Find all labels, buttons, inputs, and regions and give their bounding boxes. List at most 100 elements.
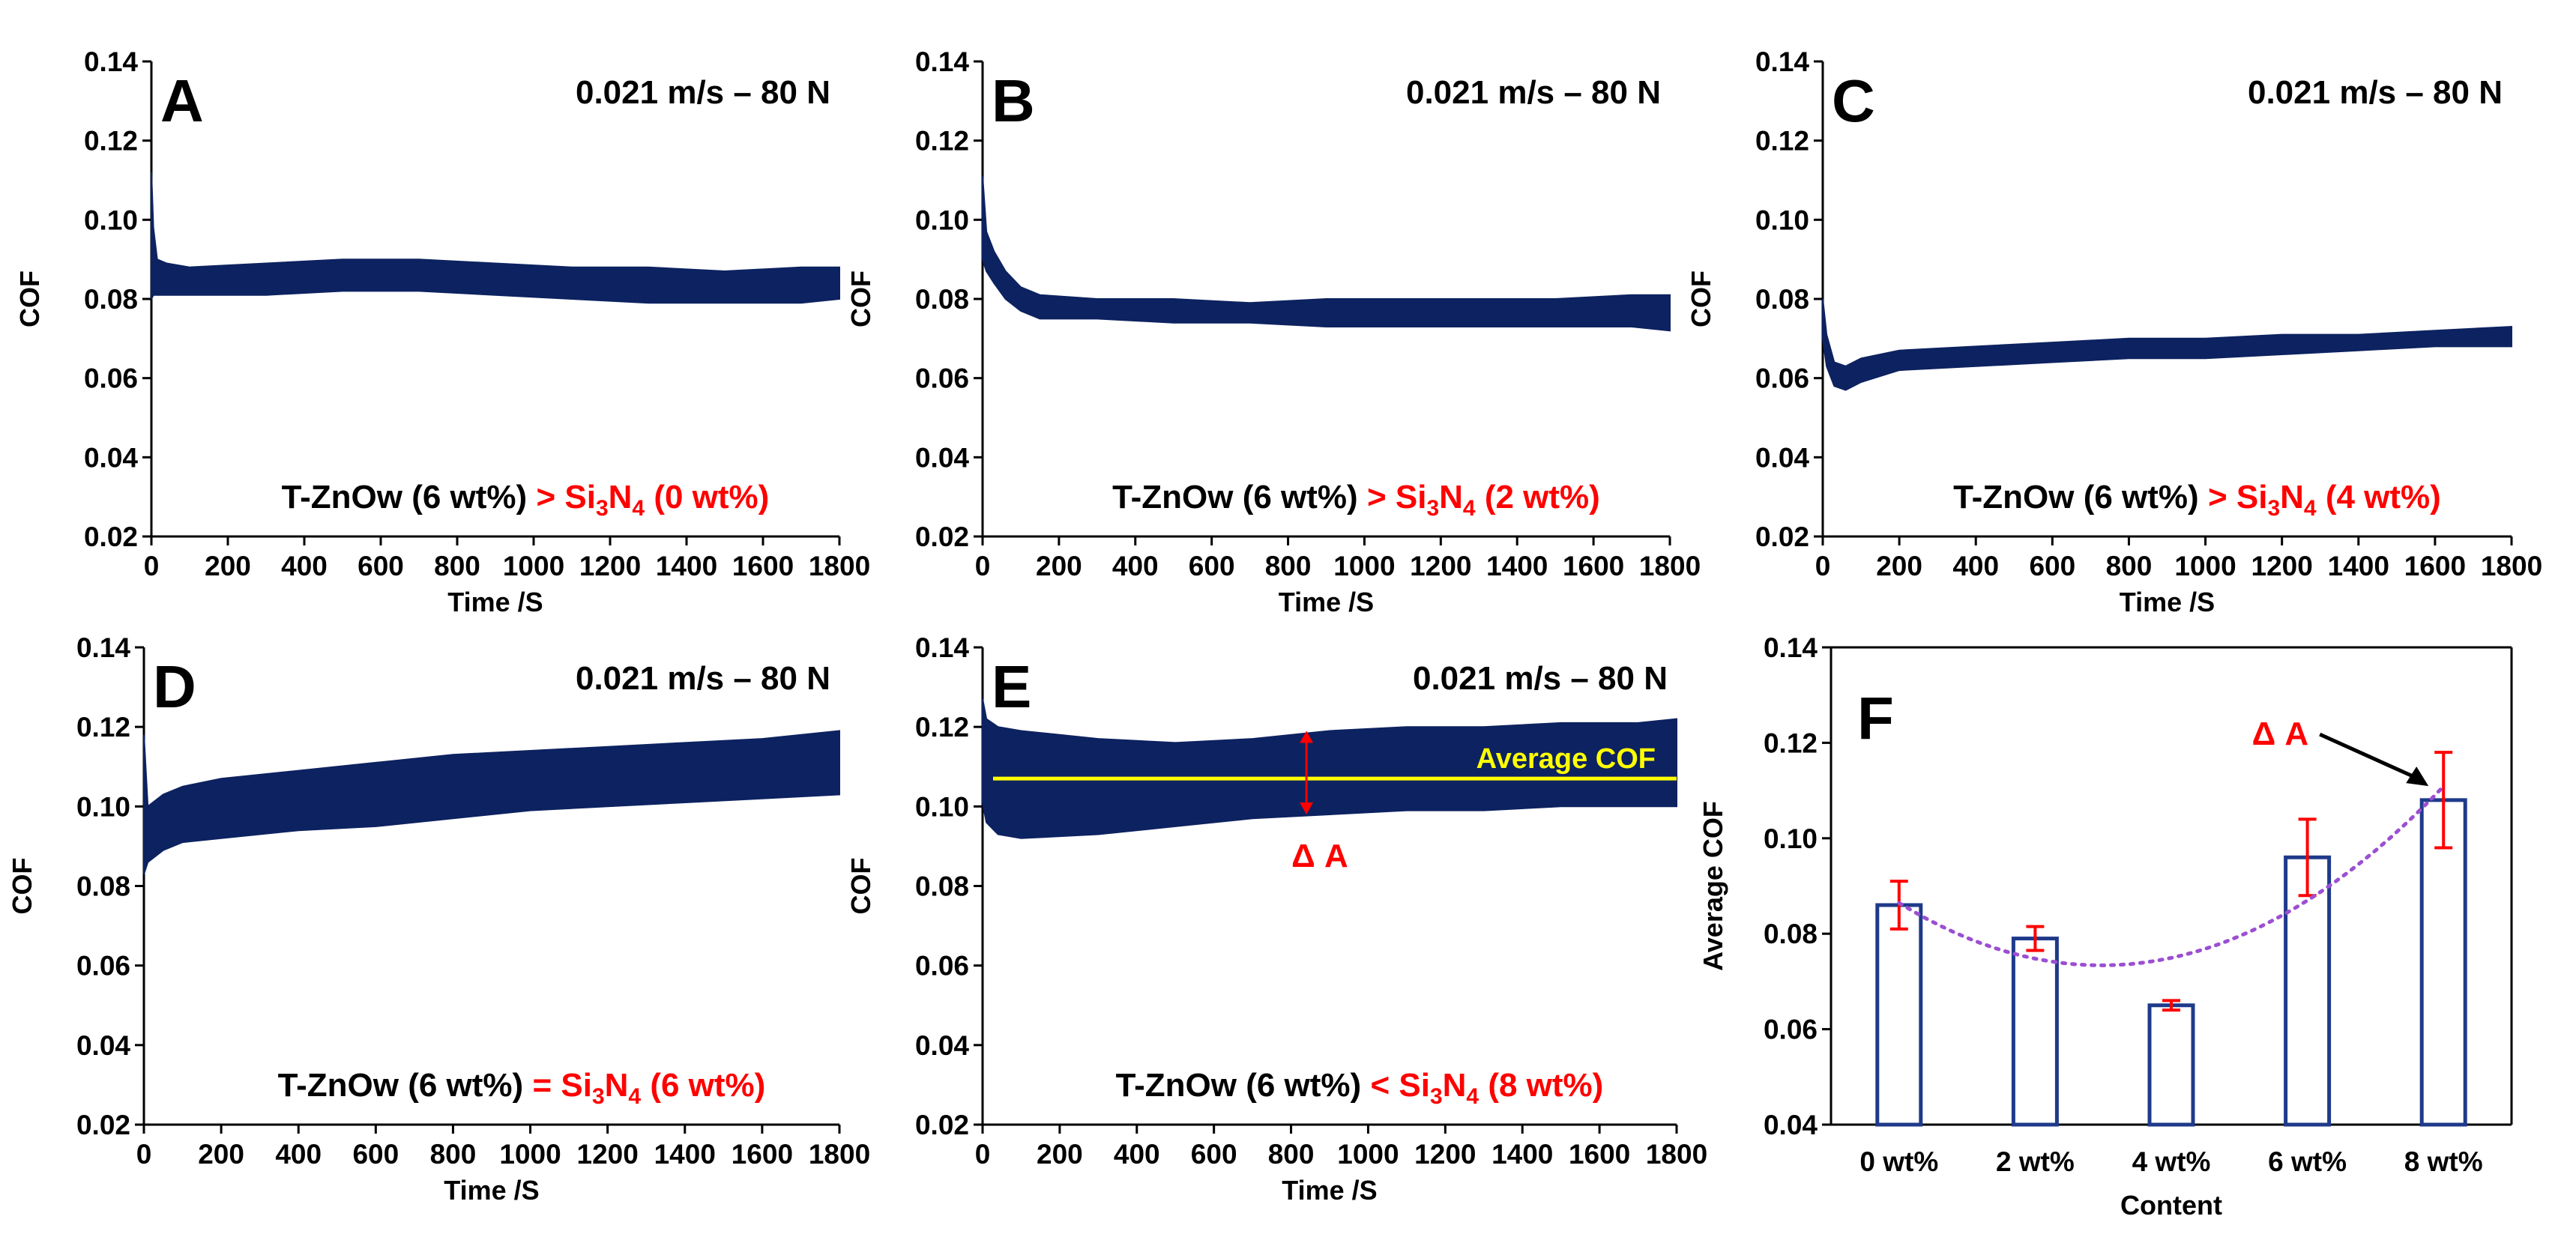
y-tick-label: 0.12 — [76, 712, 130, 743]
x-tick-label: 1400 — [2328, 551, 2389, 581]
y-tick-label: 0.08 — [915, 871, 969, 902]
x-axis-label: Content — [2120, 1190, 2222, 1221]
x-tick-label: 800 — [2106, 551, 2153, 581]
test-condition: 0.021 m/s – 80 N — [576, 660, 830, 697]
sample-label-part: N — [609, 479, 633, 515]
y-tick-label: 0.12 — [915, 126, 969, 157]
sample-label: T-ZnOw (6 wt%) > Si3N4 (0 wt%) — [282, 479, 770, 521]
category-label: 0 wt% — [1859, 1146, 1938, 1177]
x-tick-label: 600 — [2029, 551, 2075, 581]
sample-label-part: (6 wt%) — [641, 1067, 765, 1104]
x-axis-label: Time /S — [1279, 587, 1374, 617]
sample-label-part: T-ZnOw (6 wt%) — [1953, 479, 2208, 515]
x-tick-label: 600 — [1189, 551, 1235, 581]
sample-label-part: 4 — [628, 1084, 641, 1109]
y-tick-label: 0.06 — [1764, 1014, 1818, 1045]
x-tick-label: 1600 — [1569, 1139, 1630, 1170]
x-tick-label: 1000 — [2174, 551, 2236, 581]
annotation-arrow-head — [2406, 766, 2429, 787]
y-tick-label: 0.12 — [915, 712, 969, 743]
category-label: 6 wt% — [2268, 1146, 2347, 1177]
panel-c: 0.02 0.04 0.06 0.08 0.10 0.12 0.14 0 200 400 600 80… — [1686, 46, 2542, 617]
y-tick-label: 0.06 — [76, 951, 130, 982]
x-axis-label: Time /S — [447, 587, 543, 617]
charts-root: 0.020.040.060.080.100.120.140 200 400 600 80… — [7, 46, 2542, 1221]
x-tick-label: 800 — [1268, 1139, 1315, 1170]
y-tick-label: 0.10 — [76, 791, 130, 822]
sample-label-part: N — [1443, 1067, 1467, 1104]
x-tick-label: 1200 — [579, 551, 641, 581]
x-tick-label: 1000 — [1333, 551, 1395, 581]
bar — [2147, 1003, 2195, 1127]
x-tick-label: 1200 — [1410, 551, 1471, 581]
sample-label: T-ZnOw (6 wt%) < Si3N4 (8 wt%) — [1116, 1067, 1604, 1109]
x-tick-label: 1000 — [1337, 1139, 1399, 1170]
y-tick-label: 0.06 — [915, 363, 969, 394]
test-condition: 0.021 m/s – 80 N — [1413, 660, 1668, 697]
sample-label-part: (4 wt%) — [2317, 479, 2441, 515]
delta-annotation-label: Δ A — [2252, 716, 2309, 752]
x-axis-label: Time /S — [1282, 1175, 1377, 1206]
test-condition: 0.021 m/s – 80 N — [2248, 74, 2503, 111]
annotation-arrow-shaft — [2319, 732, 2419, 781]
y-tick-label: 0.04 — [1755, 442, 1809, 473]
y-axis-label: COF — [7, 858, 37, 915]
y-tick-label: 0.08 — [1755, 284, 1809, 315]
panel-letter: F — [1857, 685, 1894, 752]
panel-b: 0.02 0.04 0.06 0.08 0.10 0.12 0.14 0 200 400 600 80… — [845, 46, 1701, 617]
y-tick-label: 0.14 — [915, 632, 969, 663]
average-cof-label: Average COF — [1476, 743, 1656, 775]
x-tick-label: 0 — [136, 1139, 152, 1170]
x-tick-label: 1400 — [1491, 1139, 1553, 1170]
sample-label-part: 4 — [1463, 496, 1476, 521]
y-axis-label: COF — [845, 270, 876, 327]
x-tick-label: 800 — [1265, 551, 1312, 581]
x-tick-label: 200 — [205, 551, 251, 581]
y-tick-label: 0.06 — [84, 363, 138, 394]
x-tick-label: 400 — [275, 1139, 322, 1170]
cof-series-band — [982, 176, 1671, 332]
y-tick-label: 0.14 — [84, 46, 138, 77]
sample-label-part: > Si — [2208, 479, 2268, 515]
delta-label: Δ A — [1291, 838, 1348, 874]
cof-series-band — [151, 172, 840, 304]
test-condition: 0.021 m/s – 80 N — [576, 74, 830, 111]
panel-letter: C — [1832, 67, 1875, 134]
bar — [2284, 855, 2332, 1127]
y-axis-label: Average COF — [1698, 801, 1728, 971]
y-tick-label: 0.14 — [1764, 632, 1818, 663]
x-tick-label: 1600 — [732, 551, 794, 581]
x-axis-label: Time /S — [444, 1175, 539, 1206]
sample-label-part: N — [605, 1067, 629, 1104]
x-tick-label: 400 — [281, 551, 328, 581]
y-tick-label: 0.08 — [915, 284, 969, 315]
sample-label-part: > Si — [536, 479, 596, 515]
y-tick-label: 0.10 — [1764, 823, 1818, 854]
x-tick-label: 200 — [1037, 1139, 1083, 1170]
x-tick-label: 0 — [1815, 551, 1831, 581]
x-tick-label: 1200 — [577, 1139, 639, 1170]
x-tick-label: 1600 — [1563, 551, 1624, 581]
x-tick-label: 1400 — [654, 1139, 716, 1170]
bar — [1875, 903, 1923, 1127]
delta-arrow-head-up — [1300, 731, 1314, 743]
test-condition: 0.021 m/s – 80 N — [1406, 74, 1661, 111]
x-tick-label: 400 — [1112, 551, 1159, 581]
sample-label-part: (8 wt%) — [1479, 1067, 1603, 1104]
x-tick-label: 200 — [198, 1139, 244, 1170]
x-tick-label: 0 — [975, 1139, 991, 1170]
panel-f: 0.04 0.06 0.08 0.10 0.12 0.14 0 wt% 2 wt% 4 wt% 6… — [1698, 632, 2513, 1221]
sample-label-part: = Si — [532, 1067, 592, 1104]
y-tick-label: 0.12 — [84, 126, 138, 157]
sample-label-part: > Si — [1367, 479, 1427, 515]
x-tick-label: 600 — [1191, 1139, 1237, 1170]
y-tick-label: 0.08 — [76, 871, 130, 902]
cof-series-band — [143, 730, 840, 874]
y-tick-label: 0.04 — [1764, 1110, 1818, 1140]
y-tick-label: 0.14 — [76, 632, 130, 663]
x-tick-label: 0 — [144, 551, 160, 581]
sample-label-part: T-ZnOw (6 wt%) — [1112, 479, 1367, 515]
x-tick-label: 1800 — [809, 1139, 870, 1170]
panel-e: 0.02 0.04 0.06 0.08 0.10 0.12 0.14 0 200 400 600 80… — [845, 632, 1707, 1206]
